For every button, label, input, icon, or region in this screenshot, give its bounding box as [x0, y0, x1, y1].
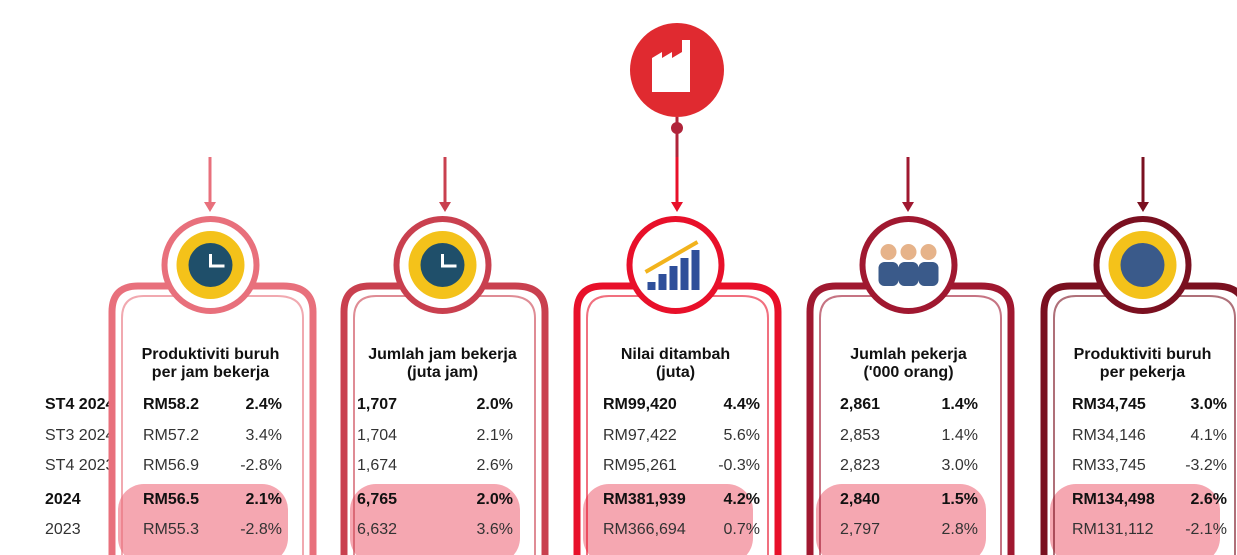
value: RM56.5 — [143, 491, 199, 508]
value: 2,840 — [840, 491, 880, 508]
column-title: per pekerja — [1100, 364, 1185, 381]
value: 2,861 — [840, 396, 880, 413]
change: -2.8% — [240, 521, 282, 538]
value: 2,823 — [840, 457, 880, 474]
value: 6,765 — [357, 491, 397, 508]
icon-ring — [630, 219, 722, 311]
value: RM366,694 — [603, 521, 686, 538]
value: 6,632 — [357, 521, 397, 538]
row-label: 2023 — [45, 521, 81, 538]
change: 2.0% — [477, 396, 513, 413]
arrow-head — [671, 202, 683, 212]
icon-bar — [648, 282, 656, 290]
value: RM97,422 — [603, 427, 677, 444]
value: 1,674 — [357, 457, 397, 474]
change: 4.2% — [724, 491, 760, 508]
change: 2.1% — [246, 491, 282, 508]
change: -0.3% — [718, 457, 760, 474]
icon-bar — [681, 258, 689, 290]
value: 2,853 — [840, 427, 880, 444]
icon-face — [1121, 243, 1165, 287]
value: 2,797 — [840, 521, 880, 538]
change: 1.5% — [942, 491, 978, 508]
change: 3.6% — [477, 521, 513, 538]
change: 2.8% — [942, 521, 978, 538]
value: RM57.2 — [143, 427, 199, 444]
icon-bar — [670, 266, 678, 290]
icon-head — [881, 244, 897, 260]
value: RM56.9 — [143, 457, 199, 474]
column-title: Nilai ditambah — [621, 346, 730, 363]
value: RM95,261 — [603, 457, 677, 474]
arrow-head — [1137, 202, 1149, 212]
icon-bar — [659, 274, 667, 290]
change: -2.1% — [1185, 521, 1227, 538]
change: -3.2% — [1185, 457, 1227, 474]
column-title: (juta jam) — [407, 364, 478, 381]
icon-body — [879, 262, 899, 286]
change: 2.6% — [1191, 491, 1227, 508]
change: 3.4% — [246, 427, 282, 444]
icon-body — [919, 262, 939, 286]
arrow-head — [204, 202, 216, 212]
arrow-head — [439, 202, 451, 212]
column-title: ('000 orang) — [863, 364, 953, 381]
change: 4.4% — [724, 396, 760, 413]
column-title: Produktiviti buruh — [1074, 346, 1212, 363]
value: RM99,420 — [603, 396, 677, 413]
row-label: 2024 — [45, 491, 81, 508]
value: RM134,498 — [1072, 491, 1155, 508]
arrow-head — [902, 202, 914, 212]
value: RM131,112 — [1072, 521, 1154, 538]
change: 3.0% — [942, 457, 978, 474]
value: RM58.2 — [143, 396, 199, 413]
column-title: Jumlah pekerja — [850, 346, 967, 363]
change: 2.4% — [246, 396, 282, 413]
value: 1,704 — [357, 427, 397, 444]
value: RM34,146 — [1072, 427, 1146, 444]
value: RM55.3 — [143, 521, 199, 538]
change: 0.7% — [724, 521, 760, 538]
change: 1.4% — [942, 427, 978, 444]
icon-head — [921, 244, 937, 260]
change: 4.1% — [1191, 427, 1227, 444]
change: 2.6% — [477, 457, 513, 474]
change: 3.0% — [1191, 396, 1227, 413]
infographic: ST4 2024 ST3 2024 ST4 2023 2024 2023 Produkti… — [0, 0, 1237, 555]
value: RM33,745 — [1072, 457, 1146, 474]
row-label: ST4 2024 — [45, 396, 114, 413]
icon-bar — [692, 250, 700, 290]
column-title: per jam bekerja — [152, 364, 270, 381]
change: 1.4% — [942, 396, 978, 413]
value: 1,707 — [357, 396, 397, 413]
change: 2.0% — [477, 491, 513, 508]
icon-head — [901, 244, 917, 260]
row-label: ST3 2024 — [45, 427, 114, 444]
value: RM34,745 — [1072, 396, 1146, 413]
change: 2.1% — [477, 427, 513, 444]
icon-body — [899, 262, 919, 286]
column-title: Jumlah jam bekerja — [368, 346, 517, 363]
change: 5.6% — [724, 427, 760, 444]
change: -2.8% — [240, 457, 282, 474]
column-title: (juta) — [656, 364, 695, 381]
value: RM381,939 — [603, 491, 686, 508]
connector-dot — [671, 122, 683, 134]
row-label: ST4 2023 — [45, 457, 114, 474]
column-title: Produktiviti buruh — [142, 346, 280, 363]
